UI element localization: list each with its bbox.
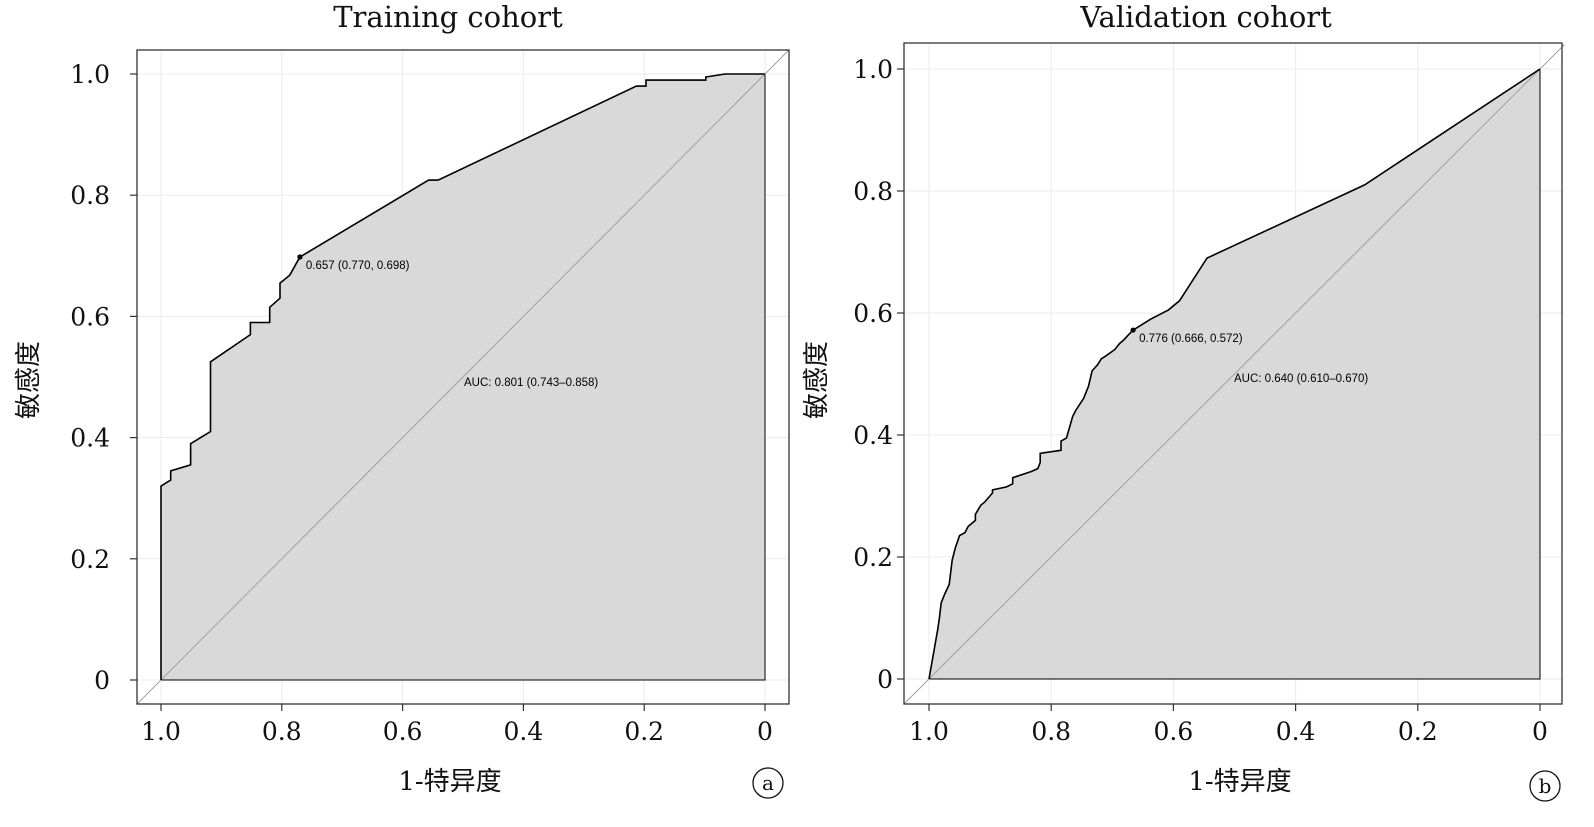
- x-tick-label: 1.0: [141, 717, 181, 746]
- x-tick-label: 0: [1532, 717, 1548, 746]
- validation-cohort-panel: 0.776 (0.666, 0.572) AUC: 0.640 (0.610–0…: [802, 0, 1565, 802]
- chart-title: Validation cohort: [1079, 0, 1332, 34]
- panel-label-circle: [1529, 770, 1561, 802]
- x-axis-title: 1-特异度: [398, 767, 501, 797]
- y-tick-label: 0.8: [70, 181, 110, 210]
- roc-curve: [928, 68, 1541, 680]
- panel-label: a: [762, 771, 774, 795]
- x-tick-label: 0.2: [1398, 717, 1438, 746]
- x-tick-label: 1.0: [909, 717, 949, 746]
- y-tick-label: 0.6: [70, 302, 110, 331]
- threshold-label: 0.657 (0.770, 0.698): [306, 260, 410, 272]
- y-tick-label: 0.4: [70, 424, 110, 453]
- panel-label: b: [1539, 774, 1552, 798]
- x-axis-ticks: 1.0 0.8 0.6 0.4 0.2 0: [141, 704, 773, 746]
- x-tick-label: 0.4: [504, 717, 544, 746]
- roc-curve: [160, 73, 765, 680]
- x-tick-label: 0.6: [1154, 717, 1194, 746]
- plot-frame: [136, 49, 790, 705]
- threshold-point: [1130, 327, 1136, 333]
- auc-label: AUC: 0.640 (0.610–0.670): [1234, 373, 1368, 385]
- training-cohort-panel: 0.657 (0.770, 0.698) AUC: 0.801 (0.743–0…: [14, 0, 790, 799]
- reference-diagonal: [904, 44, 1565, 704]
- y-tick-label: 0.8: [853, 177, 893, 206]
- x-tick-label: 0.2: [624, 717, 664, 746]
- reference-diagonal: [136, 49, 790, 705]
- x-tick-label: 0.6: [383, 717, 423, 746]
- x-axis-title: 1-特异度: [1188, 767, 1291, 797]
- threshold-label: 0.776 (0.666, 0.572): [1139, 333, 1243, 345]
- x-tick-label: 0.8: [262, 717, 302, 746]
- chart-title: Training cohort: [333, 0, 563, 34]
- x-axis-ticks: 1.0 0.8 0.6 0.4 0.2 0: [909, 704, 1548, 746]
- x-tick-label: 0.4: [1276, 717, 1316, 746]
- y-tick-label: 0.6: [853, 299, 893, 328]
- x-tick-label: 0: [757, 717, 773, 746]
- y-tick-label: 0: [877, 665, 893, 694]
- y-tick-label: 0.2: [853, 543, 893, 572]
- y-tick-label: 1.0: [853, 55, 893, 84]
- x-tick-label: 0.8: [1031, 717, 1071, 746]
- y-axis-ticks: 0 0.2 0.4 0.6 0.8 1.0: [853, 55, 904, 694]
- y-axis-title: 敏感度: [802, 341, 832, 419]
- y-tick-label: 1.0: [70, 60, 110, 89]
- threshold-point: [297, 254, 303, 260]
- auc-label: AUC: 0.801 (0.743–0.858): [464, 377, 598, 389]
- y-tick-label: 0.4: [853, 421, 893, 450]
- plot-frame: [903, 42, 1563, 705]
- y-tick-label: 0.2: [70, 545, 110, 574]
- y-axis-title: 敏感度: [14, 341, 44, 419]
- y-axis-ticks: 0 0.2 0.4 0.6 0.8 1.0: [70, 60, 137, 695]
- panel-label-circle: [752, 767, 784, 799]
- y-tick-label: 0: [94, 666, 110, 695]
